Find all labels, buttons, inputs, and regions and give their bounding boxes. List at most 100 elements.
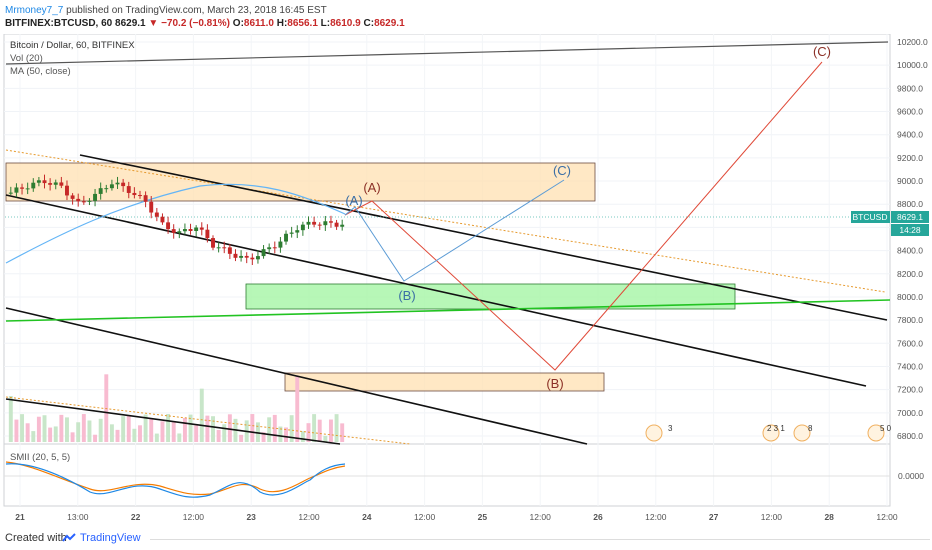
candle-body[interactable] [104,188,109,190]
legend-smii[interactable]: SMII (20, 5, 5) [10,452,70,463]
flag-badge-icon[interactable] [867,424,885,442]
candle-body[interactable] [227,247,232,254]
candle-body[interactable] [70,195,75,199]
candle-body[interactable] [87,200,92,202]
smii-signal-line[interactable] [5,461,346,496]
candle-body[interactable] [222,247,227,249]
candle-body[interactable] [211,238,215,248]
candle-body[interactable] [36,180,41,183]
legend-vol[interactable]: Vol (20) [10,53,43,64]
candle-body[interactable] [121,182,126,187]
channel-upper-line[interactable] [79,154,888,321]
publish-text: published on TradingView.com, March 23, … [66,5,327,16]
candle-body[interactable] [81,201,86,203]
red-wave-path[interactable] [344,61,823,371]
flag-badge-icon[interactable] [645,424,663,442]
candle-body[interactable] [115,182,120,185]
candle-body[interactable] [143,195,148,202]
time-axis[interactable]: 21 13:00 22 12:00 23 12:00 24 12:00 25 12:00 26 12:… [15,512,898,522]
candle-body[interactable] [340,224,345,227]
candle-body[interactable] [250,257,255,260]
target-zone-box[interactable] [284,372,605,392]
tradingview-brand-link[interactable]: TradingView [80,532,141,544]
channel-middle-line[interactable] [5,194,867,387]
candle-body[interactable] [8,192,13,194]
candle-body[interactable] [53,182,58,185]
candle-body[interactable] [31,182,36,189]
candle-body[interactable] [300,224,305,231]
candle-body[interactable] [278,241,283,248]
candle-body[interactable] [334,222,339,227]
legend-main[interactable]: Bitcoin / Dollar, 60, BITFINEX [10,40,135,51]
candle-body[interactable] [59,182,64,186]
green-support-line[interactable] [5,299,891,322]
channel-lower-line[interactable] [5,307,588,445]
candle-body[interactable] [171,229,176,233]
candle-body[interactable] [284,233,288,242]
event-badges[interactable]: 3 2 3 1 8 5 0 [645,424,892,442]
candle-body[interactable] [261,249,266,257]
candle-body[interactable] [149,201,154,213]
red-wave-label-b: (B) [546,376,563,391]
candle-body[interactable] [312,221,317,225]
candle-body[interactable] [126,186,131,193]
candle-body[interactable] [289,232,294,234]
volume-bar [188,414,193,442]
candle-body[interactable] [177,231,182,233]
smii-main-line[interactable] [5,463,346,498]
price-chart[interactable]: (A) (B) (C) (A) (B) (C) Bitcoin / Dollar… [0,34,932,528]
ma-50-line[interactable] [5,183,346,264]
candle-body[interactable] [328,221,333,223]
candle-body[interactable] [98,188,103,194]
candle-body[interactable] [42,180,47,184]
volume-bar [59,414,64,442]
volume-bar [8,396,13,442]
candle-body[interactable] [93,193,98,201]
candle-body[interactable] [194,227,199,231]
candle-body[interactable] [76,198,81,202]
flag-badge-icon[interactable] [793,424,811,442]
candle-body[interactable] [48,183,53,185]
volume-bar [149,418,154,442]
candle-body[interactable] [20,187,25,189]
channel-bottom-line[interactable] [5,398,341,445]
candle-body[interactable] [109,184,114,189]
orange-dotted-trendline[interactable] [5,149,886,293]
flag-badge-icon[interactable] [762,424,780,442]
candle-body[interactable] [216,247,221,249]
candle-body[interactable] [267,247,272,250]
candle-body[interactable] [306,221,311,225]
volume-bar [121,416,126,442]
candle-body[interactable] [239,255,244,258]
candle-body[interactable] [188,229,193,231]
candlesticks[interactable] [8,174,345,266]
candle-body[interactable] [138,195,142,197]
top-trendline[interactable] [5,41,889,65]
smii-axis-tick: 0.0000 [898,471,924,481]
candle-body[interactable] [255,256,260,260]
candle-body[interactable] [160,216,165,223]
candle-body[interactable] [244,255,249,258]
price-axis[interactable]: 10200.0 10000.0 9800.0 9600.0 9400.0 9200.0 90… [897,37,928,441]
legend-ma[interactable]: MA (50, close) [10,66,71,77]
candle-body[interactable] [25,188,30,190]
candle-body[interactable] [154,212,159,217]
blue-wave-path[interactable] [344,179,565,282]
candle-body[interactable] [132,192,137,196]
candle-body[interactable] [317,224,322,226]
candle-body[interactable] [199,227,204,230]
candle-body[interactable] [65,185,69,196]
candle-body[interactable] [182,229,187,232]
author-link[interactable]: Mrmoney7_7 [5,5,64,16]
resistance-zone-box[interactable] [5,162,596,202]
smii-pane[interactable] [3,443,891,507]
candle-body[interactable] [14,187,19,193]
candle-body[interactable] [295,230,300,233]
candle-body[interactable] [166,222,171,230]
volume-bar [317,419,322,442]
candle-body[interactable] [205,229,210,239]
candle-body[interactable] [233,253,238,258]
volume-bar [205,415,210,442]
candle-body[interactable] [323,221,328,226]
candle-body[interactable] [272,247,277,249]
